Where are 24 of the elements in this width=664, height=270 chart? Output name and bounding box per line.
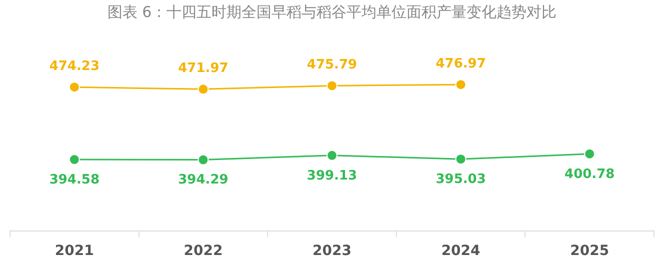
x-tick-label: 2024 (441, 243, 481, 260)
x-tick-label: 2022 (184, 243, 223, 260)
data-label: 476.97 (436, 56, 486, 72)
point (326, 150, 338, 161)
point (455, 154, 466, 165)
data-label: 394.58 (49, 172, 100, 188)
x-tick-label: 2021 (54, 243, 94, 260)
x-tick-label: 2023 (312, 243, 352, 260)
chart-title: 图表 6：十四五时期全国早稻与稻谷平均单位面积产量变化趋势对比 (107, 2, 557, 21)
point (326, 80, 338, 92)
data-label: 475.79 (306, 58, 358, 73)
x-tick-label: 2025 (570, 243, 610, 260)
data-label: 471.97 (178, 61, 228, 76)
data-label: 395.03 (436, 172, 486, 187)
data-label: 474.23 (49, 58, 100, 74)
point (455, 79, 466, 90)
point (68, 82, 80, 93)
point (198, 84, 209, 95)
point (198, 154, 209, 166)
data-label: 394.29 (178, 172, 228, 188)
data-label: 400.78 (564, 166, 615, 182)
data-label: 399.13 (306, 168, 358, 184)
point (68, 154, 80, 166)
point (584, 148, 596, 160)
